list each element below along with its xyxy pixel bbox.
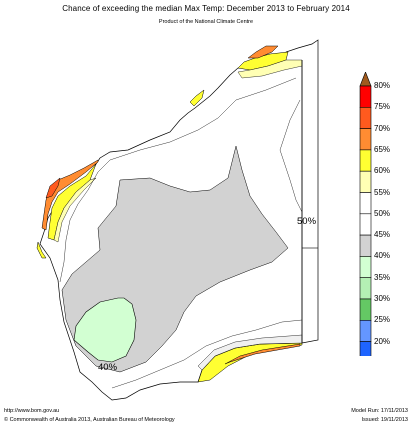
legend-label-75: 75% — [374, 102, 391, 112]
legend-swatch-65 — [359, 149, 372, 172]
legend-swatch-25 — [359, 320, 372, 342]
map-subtitle: Product of the National Climate Centre — [158, 19, 254, 25]
wa-map — [36, 39, 319, 401]
legend-label-60: 60% — [374, 166, 391, 176]
label-50-percent: 50% — [297, 216, 317, 227]
south-coast-light-band — [197, 334, 303, 371]
nw-coast-red-band — [45, 177, 61, 199]
legend-label-55: 55% — [374, 187, 391, 197]
legend-swatch-20 — [359, 341, 372, 356]
legend-top-arrow — [359, 72, 372, 87]
legend-swatch-75 — [359, 106, 372, 129]
map-title: Chance of exceeding the median Max Temp:… — [62, 4, 350, 13]
nw-coast-light-band — [53, 177, 97, 243]
legend-colorbar — [359, 72, 372, 356]
pilbara-yellow-band — [189, 89, 205, 107]
kimberley-orange-band — [247, 45, 279, 59]
legend-swatch-45 — [359, 234, 372, 257]
legend-swatch-40 — [359, 256, 372, 278]
southwest-40-percent-zone — [73, 297, 137, 363]
legend-swatch-35 — [359, 277, 372, 300]
legend-label-35: 35% — [374, 272, 391, 282]
footer-url[interactable]: http://www.bom.gov.au — [4, 408, 60, 414]
footer-issued: Issued: 19/11/2013 — [361, 417, 408, 423]
legend-swatch-55 — [359, 192, 372, 215]
legend-swatch-70 — [359, 128, 372, 151]
label-40-percent: 40% — [98, 362, 118, 373]
legend-swatch-60 — [359, 170, 372, 193]
legend-label-40: 40% — [374, 251, 391, 261]
legend-label-45: 45% — [374, 230, 391, 240]
nw-coast-orange-band — [41, 159, 99, 231]
legend-swatch-30 — [359, 298, 372, 321]
legend-label-20: 20% — [374, 336, 391, 346]
legend-label-80: 80% — [374, 81, 391, 90]
legend-swatch-50 — [359, 213, 372, 236]
contour-lines — [59, 77, 303, 389]
legend-label-30: 30% — [374, 294, 391, 303]
footer-copyright: © Commonwealth of Australia 2013, Austra… — [4, 417, 175, 423]
shark-bay-yellow-band — [36, 241, 47, 259]
legend-label-25: 25% — [374, 315, 391, 325]
legend-label-65: 65% — [374, 144, 391, 154]
south-coast-orange-band — [224, 343, 301, 365]
footer-model-run: Model Run: 17/11/2013 — [351, 408, 408, 414]
legend-label-70: 70% — [374, 123, 391, 133]
legend-swatch-80 — [359, 85, 372, 108]
legend-label-50: 50% — [374, 208, 391, 218]
